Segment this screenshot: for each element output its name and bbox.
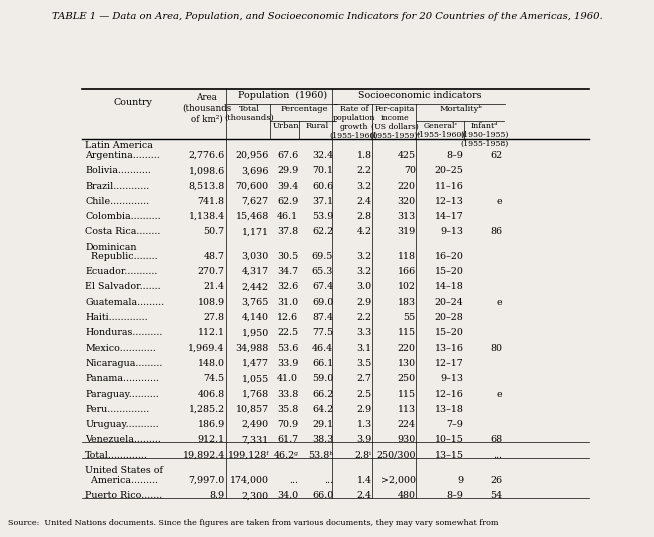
Text: 13–18: 13–18 (434, 405, 464, 414)
Text: 3.2: 3.2 (356, 182, 371, 191)
Text: 2,442: 2,442 (242, 282, 269, 292)
Text: 21.4: 21.4 (203, 282, 225, 292)
Text: 9: 9 (457, 476, 464, 485)
Text: 9–13: 9–13 (440, 228, 464, 236)
Text: 930: 930 (398, 436, 416, 445)
Text: 22.5: 22.5 (277, 328, 298, 337)
Text: 62: 62 (490, 151, 502, 160)
Text: 3.1: 3.1 (356, 344, 371, 353)
Text: 10–15: 10–15 (434, 436, 464, 445)
Text: 62.9: 62.9 (277, 197, 298, 206)
Text: 186.9: 186.9 (198, 420, 225, 429)
Text: 70: 70 (404, 166, 416, 175)
Text: 32.6: 32.6 (277, 282, 298, 292)
Text: 1,950: 1,950 (241, 328, 269, 337)
Text: 480: 480 (398, 491, 416, 500)
Text: 1,285.2: 1,285.2 (188, 405, 225, 414)
Text: 66.1: 66.1 (312, 359, 333, 368)
Text: Republic........: Republic........ (85, 252, 158, 261)
Text: ...: ... (289, 476, 298, 485)
Text: 87.4: 87.4 (312, 313, 333, 322)
Text: 37.1: 37.1 (312, 197, 333, 206)
Text: 69.5: 69.5 (312, 252, 333, 261)
Text: 68: 68 (490, 436, 502, 445)
Text: Argentina.........: Argentina......... (85, 151, 160, 160)
Text: 61.7: 61.7 (277, 436, 298, 445)
Text: Source:  United Nations documents. Since the figures are taken from various docu: Source: United Nations documents. Since … (8, 519, 498, 527)
Text: 34.7: 34.7 (277, 267, 298, 276)
Text: 8–9: 8–9 (447, 151, 464, 160)
Text: Total.............: Total............. (85, 451, 148, 460)
Text: 12–13: 12–13 (434, 197, 464, 206)
Text: 12–16: 12–16 (434, 389, 464, 398)
Text: 2.9: 2.9 (356, 297, 371, 307)
Text: Mortalityᵇ: Mortalityᵇ (439, 105, 483, 113)
Text: 320: 320 (398, 197, 416, 206)
Text: 183: 183 (398, 297, 416, 307)
Text: Country: Country (114, 98, 152, 106)
Text: 425: 425 (398, 151, 416, 160)
Text: Total
(thousands): Total (thousands) (224, 105, 274, 122)
Text: 34.0: 34.0 (277, 491, 298, 500)
Text: 54: 54 (490, 491, 502, 500)
Text: Area
(thousands
of km²): Area (thousands of km²) (182, 93, 231, 123)
Text: 33.8: 33.8 (277, 389, 298, 398)
Text: 65.3: 65.3 (312, 267, 333, 276)
Text: 174,000: 174,000 (230, 476, 269, 485)
Text: 46.2ᵍ: 46.2ᵍ (273, 451, 298, 460)
Text: Peru..............: Peru.............. (85, 405, 150, 414)
Text: 80: 80 (490, 344, 502, 353)
Text: Bolivia...........: Bolivia........... (85, 166, 151, 175)
Text: 1.8: 1.8 (356, 151, 371, 160)
Text: 32.4: 32.4 (312, 151, 333, 160)
Text: Rural: Rural (305, 122, 328, 130)
Text: 70,600: 70,600 (235, 182, 269, 191)
Text: 3,696: 3,696 (241, 166, 269, 175)
Text: 20–28: 20–28 (435, 313, 464, 322)
Text: 130: 130 (398, 359, 416, 368)
Text: 67.4: 67.4 (312, 282, 333, 292)
Text: 19,892.4: 19,892.4 (182, 451, 225, 460)
Text: 70.9: 70.9 (277, 420, 298, 429)
Text: Rate of
population
growth
(1955-1960): Rate of population growth (1955-1960) (330, 105, 378, 140)
Text: 29.9: 29.9 (277, 166, 298, 175)
Text: 8.9: 8.9 (209, 491, 225, 500)
Text: 60.6: 60.6 (312, 182, 333, 191)
Text: Population  (1960): Population (1960) (238, 91, 327, 100)
Text: 86: 86 (490, 228, 502, 236)
Text: Costa Rica........: Costa Rica........ (85, 228, 161, 236)
Text: 37.8: 37.8 (277, 228, 298, 236)
Text: 26: 26 (490, 476, 502, 485)
Text: 250: 250 (398, 374, 416, 383)
Text: 1,171: 1,171 (242, 228, 269, 236)
Text: 31.0: 31.0 (277, 297, 298, 307)
Text: 14–17: 14–17 (435, 212, 464, 221)
Text: >2,000: >2,000 (381, 476, 416, 485)
Text: 14–18: 14–18 (435, 282, 464, 292)
Text: 1.3: 1.3 (356, 420, 371, 429)
Text: 3,030: 3,030 (241, 252, 269, 261)
Text: Chile.............: Chile............. (85, 197, 149, 206)
Text: 20–24: 20–24 (435, 297, 464, 307)
Text: 1,969.4: 1,969.4 (188, 344, 225, 353)
Text: e: e (497, 197, 502, 206)
Text: 53.6: 53.6 (277, 344, 298, 353)
Text: 9–13: 9–13 (440, 374, 464, 383)
Text: 50.7: 50.7 (203, 228, 225, 236)
Text: 41.0: 41.0 (277, 374, 298, 383)
Text: 2,300: 2,300 (241, 491, 269, 500)
Text: 53.8ʰ: 53.8ʰ (308, 451, 333, 460)
Text: Generalᶜ
(1955-1960): Generalᶜ (1955-1960) (417, 122, 465, 139)
Text: 1,055: 1,055 (241, 374, 269, 383)
Text: Dominican: Dominican (85, 243, 137, 252)
Text: 46.1: 46.1 (277, 212, 298, 221)
Text: 3.5: 3.5 (356, 359, 371, 368)
Text: Infantᵈ
(1950-1955)
(1955-1958): Infantᵈ (1950-1955) (1955-1958) (460, 122, 508, 148)
Text: 3.2: 3.2 (356, 252, 371, 261)
Text: 74.5: 74.5 (203, 374, 225, 383)
Text: 2,490: 2,490 (241, 420, 269, 429)
Text: 912.1: 912.1 (198, 436, 225, 445)
Text: 11–16: 11–16 (434, 182, 464, 191)
Text: Haiti.............: Haiti............. (85, 313, 148, 322)
Text: 15,468: 15,468 (235, 212, 269, 221)
